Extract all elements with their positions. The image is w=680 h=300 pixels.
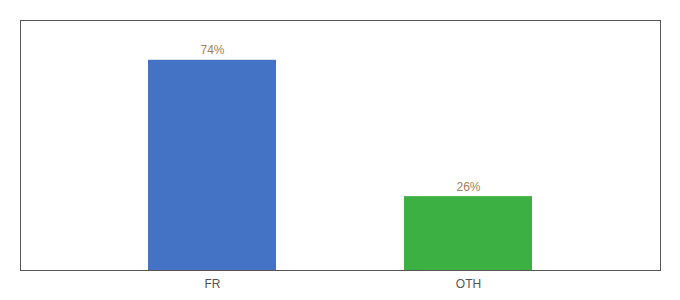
svg-text:74%: 74% <box>200 43 224 57</box>
svg-text:26%: 26% <box>456 180 480 194</box>
svg-text:OTH: OTH <box>456 277 481 291</box>
svg-text:FR: FR <box>205 277 221 291</box>
